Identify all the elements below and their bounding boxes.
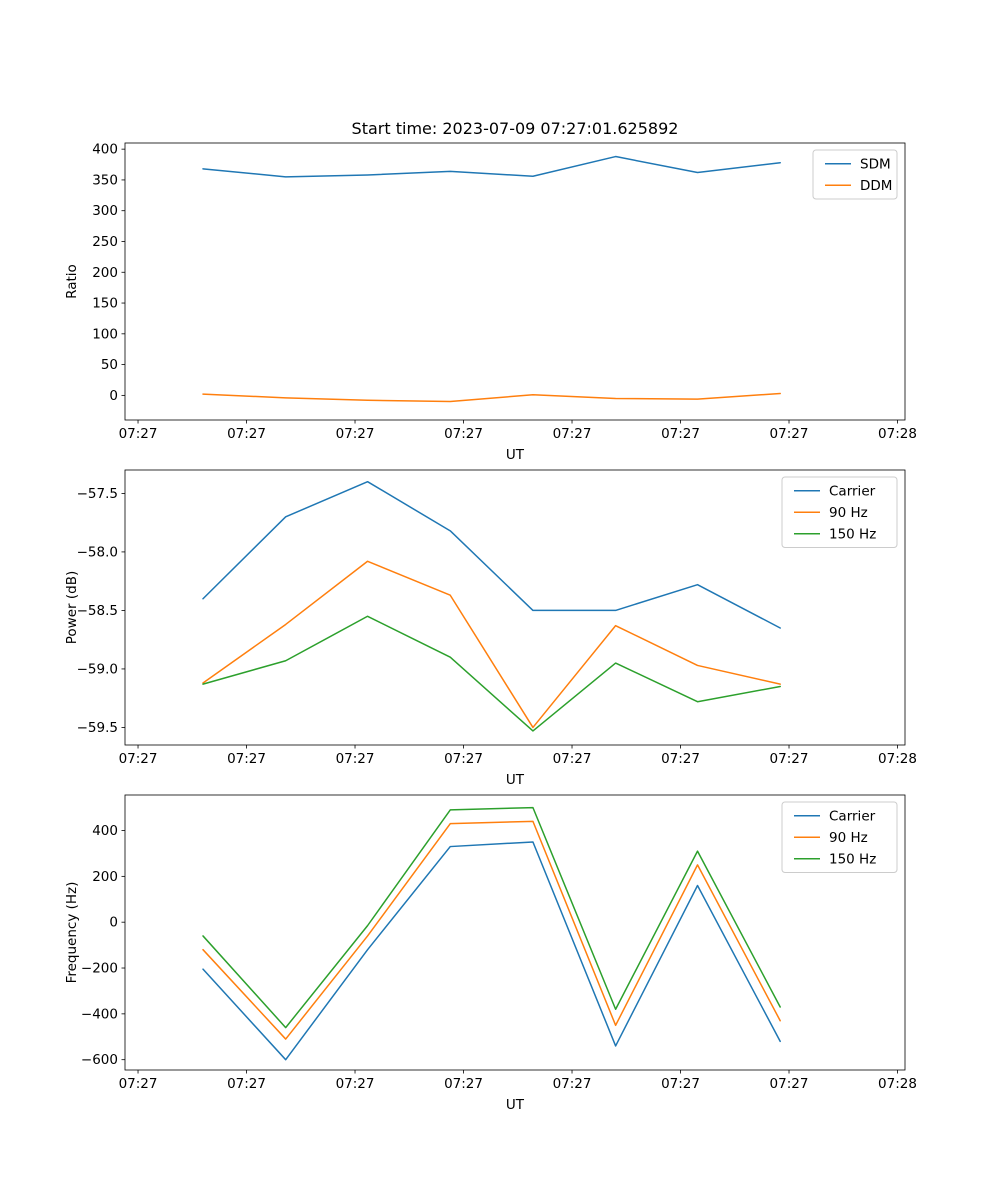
subplot-1: Start time: 2023-07-09 07:27:01.625892 07… bbox=[64, 119, 917, 463]
y-tick-label: −600 bbox=[81, 1052, 118, 1068]
legend-box bbox=[812, 149, 898, 200]
x-axis-label: UT bbox=[506, 1097, 525, 1113]
y-tick-label: 400 bbox=[92, 823, 118, 839]
legend-label: Carrier bbox=[829, 483, 876, 499]
legend-label: Carrier bbox=[829, 808, 876, 824]
series-line-ddm bbox=[202, 392, 781, 403]
y-tick-label: 300 bbox=[92, 203, 118, 219]
subplot-3: 07:27 07:27 07:27 07:27 07:27 07:27 07:27 07:28… bbox=[64, 794, 917, 1113]
x-tick-label: 07:27 bbox=[553, 751, 592, 767]
legend-label: DDM bbox=[860, 178, 892, 194]
series-line-150-hz bbox=[202, 806, 781, 1029]
x-tick-label: 07:27 bbox=[227, 1076, 266, 1092]
x-tick-label: 07:28 bbox=[878, 751, 917, 767]
x-tick-label: 07:27 bbox=[770, 1076, 809, 1092]
x-tick-label: 07:27 bbox=[227, 426, 266, 442]
y-tick-label: −400 bbox=[81, 1006, 118, 1022]
x-tick-label: 07:27 bbox=[444, 1076, 483, 1092]
series-line-sdm bbox=[202, 155, 781, 178]
legend-box bbox=[781, 476, 898, 548]
x-tick-label: 07:27 bbox=[444, 426, 483, 442]
x-tick-label: 07:27 bbox=[444, 751, 483, 767]
chart-title: Start time: 2023-07-09 07:27:01.625892 bbox=[352, 119, 679, 138]
x-tick-label: 07:27 bbox=[553, 426, 592, 442]
y-tick-label: 0 bbox=[109, 388, 118, 404]
legend-label: SDM bbox=[860, 156, 891, 172]
legend: Carrier 90 Hz 150 Hz bbox=[781, 801, 898, 873]
x-axis-label: UT bbox=[506, 772, 525, 788]
y-axis-label: Frequency (Hz) bbox=[64, 882, 80, 984]
x-axis-label: UT bbox=[506, 447, 525, 463]
y-tick-label: −59.5 bbox=[77, 720, 118, 736]
y-tick-label: 400 bbox=[92, 142, 118, 158]
y-tick-label: −58.0 bbox=[77, 544, 118, 560]
y-tick-label: −200 bbox=[81, 961, 118, 977]
x-tick-label: 07:28 bbox=[878, 1076, 917, 1092]
y-tick-label: −57.5 bbox=[77, 486, 118, 502]
x-tick-label: 07:27 bbox=[227, 751, 266, 767]
series-line-150-hz bbox=[202, 615, 781, 732]
y-tick-label: −59.0 bbox=[77, 661, 118, 677]
legend-label: 150 Hz bbox=[829, 526, 876, 542]
legend-box bbox=[781, 801, 898, 873]
x-tick-label: 07:27 bbox=[661, 751, 700, 767]
series-line-90-hz bbox=[202, 820, 781, 1040]
legend-label: 90 Hz bbox=[829, 505, 868, 521]
y-tick-label: −58.5 bbox=[77, 603, 118, 619]
y-axis-label: Ratio bbox=[64, 264, 80, 299]
series-line-carrier bbox=[202, 480, 781, 629]
y-axis-label: Power (dB) bbox=[64, 571, 80, 644]
x-tick-label: 07:28 bbox=[878, 426, 917, 442]
y-tick-label: 50 bbox=[101, 357, 118, 373]
subplot-2: 07:27 07:27 07:27 07:27 07:27 07:27 07:27 07:28… bbox=[64, 469, 917, 788]
axes-frame bbox=[124, 794, 906, 1071]
y-tick-label: 200 bbox=[92, 265, 118, 281]
y-tick-label: 200 bbox=[92, 869, 118, 885]
y-tick-label: 150 bbox=[92, 296, 118, 312]
legend-label: 90 Hz bbox=[829, 830, 868, 846]
x-tick-label: 07:27 bbox=[119, 1076, 158, 1092]
x-tick-label: 07:27 bbox=[336, 751, 375, 767]
y-tick-label: 0 bbox=[109, 915, 118, 931]
axes-frame bbox=[124, 469, 906, 746]
x-tick-label: 07:27 bbox=[119, 751, 158, 767]
y-tick-label: 350 bbox=[92, 172, 118, 188]
x-tick-label: 07:27 bbox=[336, 426, 375, 442]
legend: Carrier 90 Hz 150 Hz bbox=[781, 476, 898, 548]
x-tick-label: 07:27 bbox=[770, 751, 809, 767]
series-line-carrier bbox=[202, 841, 781, 1061]
x-tick-label: 07:27 bbox=[336, 1076, 375, 1092]
x-tick-label: 07:27 bbox=[770, 426, 809, 442]
axes-frame bbox=[124, 142, 906, 421]
x-tick-label: 07:27 bbox=[119, 426, 158, 442]
x-tick-label: 07:27 bbox=[661, 426, 700, 442]
legend-label: 150 Hz bbox=[829, 851, 876, 867]
y-tick-label: 250 bbox=[92, 234, 118, 250]
x-tick-label: 07:27 bbox=[553, 1076, 592, 1092]
series-line-90-hz bbox=[202, 560, 781, 729]
y-tick-label: 100 bbox=[92, 326, 118, 342]
x-tick-label: 07:27 bbox=[661, 1076, 700, 1092]
legend: SDM DDM bbox=[812, 149, 898, 200]
